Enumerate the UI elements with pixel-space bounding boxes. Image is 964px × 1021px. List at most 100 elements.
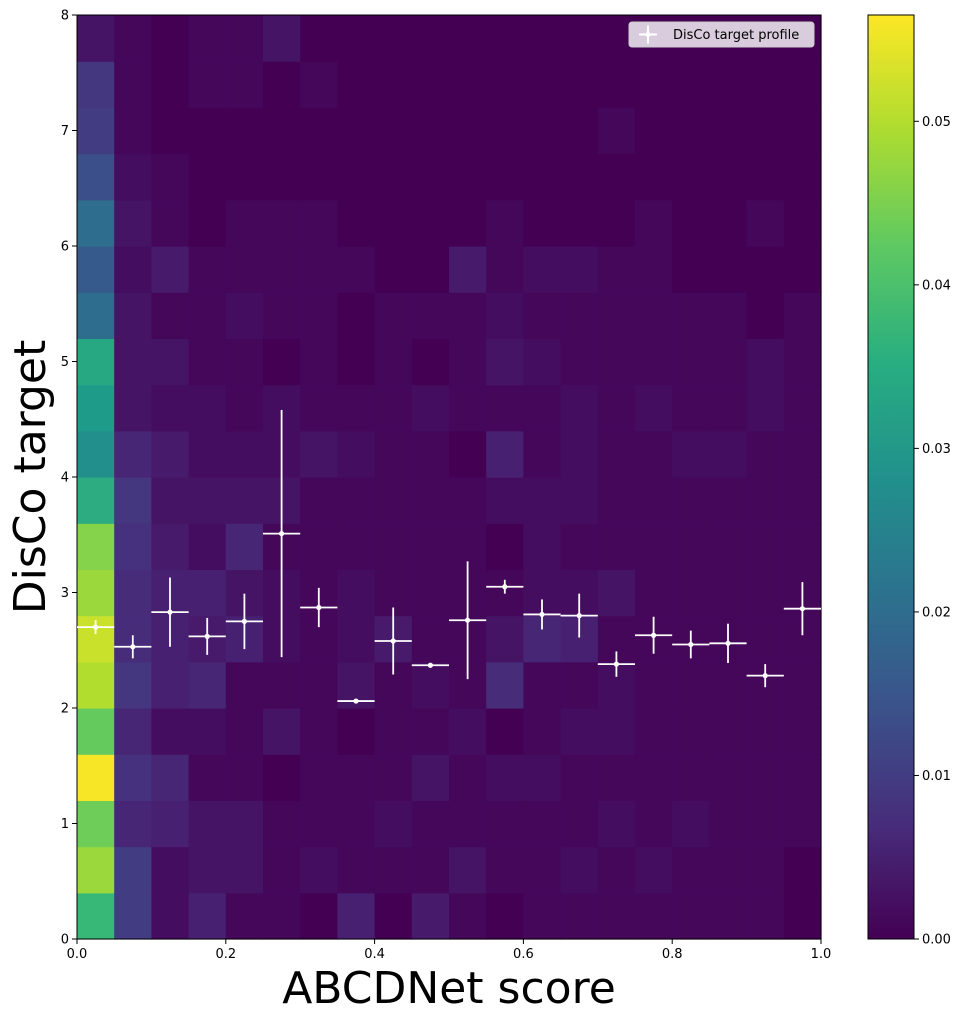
- y-tick-label: 1: [61, 817, 69, 832]
- heatmap-cell: [300, 800, 338, 848]
- heatmap-cell: [225, 800, 264, 848]
- heatmap-cell: [411, 569, 450, 617]
- profile-point: [762, 673, 768, 679]
- profile-point: [353, 698, 359, 704]
- heatmap-cell: [300, 661, 338, 709]
- heatmap-cell: [783, 800, 822, 848]
- heatmap-cell: [374, 477, 413, 524]
- heatmap-cell: [114, 846, 152, 894]
- x-tick-label: 1.0: [811, 947, 832, 962]
- heatmap-cell: [114, 892, 152, 940]
- heatmap-cell: [709, 708, 748, 755]
- heatmap-cell: [635, 153, 673, 201]
- heatmap-cell: [523, 892, 562, 940]
- heatmap-cell: [523, 61, 562, 108]
- heatmap-cell: [449, 708, 487, 755]
- heatmap-cell: [263, 107, 301, 155]
- heatmap-cell: [300, 384, 338, 432]
- heatmap-cell: [411, 15, 450, 62]
- heatmap-cell: [560, 292, 599, 339]
- heatmap-cell: [486, 754, 524, 801]
- colorbar-frame: [867, 14, 915, 940]
- profile-point: [799, 606, 806, 612]
- legend-marker-dot: [645, 32, 651, 37]
- heatmap-cell: [188, 708, 227, 755]
- heatmap-cell: [337, 384, 376, 432]
- heatmap-cell: [635, 661, 673, 709]
- heatmap-cell: [635, 800, 673, 848]
- heatmap-cell: [597, 892, 636, 940]
- heatmap-cell: [411, 708, 450, 755]
- heatmap-cell: [523, 15, 562, 62]
- heatmap-cell: [188, 892, 227, 940]
- heatmap-cell: [77, 569, 115, 617]
- heatmap-cell: [374, 61, 413, 108]
- profile-point: [465, 617, 471, 623]
- heatmap-cell: [337, 246, 376, 293]
- colorbar-tick-label: 0.00: [922, 933, 951, 948]
- heatmap-cell: [263, 846, 301, 894]
- heatmap-cell: [411, 615, 450, 663]
- heatmap-cell: [300, 892, 338, 940]
- heatmap-cell: [337, 153, 376, 201]
- y-axis-label: DisCo target: [5, 340, 56, 614]
- heatmap-cell: [337, 338, 376, 386]
- heatmap-cell: [411, 661, 450, 709]
- heatmap-cell: [225, 107, 264, 155]
- heatmap-cell: [337, 199, 376, 247]
- y-tick-label: 4: [61, 471, 69, 486]
- heatmap-cell: [449, 338, 487, 386]
- heatmap-cell: [374, 754, 413, 801]
- heatmap-cell: [77, 430, 115, 478]
- heatmap-cell: [225, 661, 264, 709]
- heatmap-cell: [709, 754, 748, 801]
- heatmap-cell: [411, 846, 450, 894]
- heatmap-cell: [709, 338, 748, 386]
- heatmap-cell: [486, 338, 524, 386]
- heatmap-cell: [672, 107, 710, 155]
- heatmap-cell: [560, 199, 599, 247]
- y-tick-label: 7: [61, 124, 69, 139]
- heatmap-cell: [114, 800, 152, 848]
- heatmap-cell: [486, 892, 524, 940]
- heatmap-cell: [709, 246, 748, 293]
- heatmap-cell: [597, 477, 636, 524]
- heatmap-cell: [523, 477, 562, 524]
- heatmap-cell: [374, 892, 413, 940]
- heatmap-cell: [225, 754, 264, 801]
- heatmap-cell: [597, 846, 636, 894]
- heatmap-cell: [449, 153, 487, 201]
- heatmap-cell: [672, 569, 710, 617]
- heatmap-cell: [151, 384, 190, 432]
- heatmap-cell: [635, 477, 673, 524]
- heatmap-cell: [151, 246, 190, 293]
- heatmap-cell: [783, 892, 822, 940]
- heatmap-cell: [709, 384, 748, 432]
- heatmap-cell: [151, 15, 190, 62]
- heatmap-cell: [151, 153, 190, 201]
- heatmap-cell: [560, 523, 599, 570]
- heatmap-cell: [411, 61, 450, 108]
- heatmap-cell: [188, 430, 227, 478]
- heatmap-cell: [783, 708, 822, 755]
- heatmap-cell: [151, 338, 190, 386]
- heatmap-cell: [672, 892, 710, 940]
- heatmap-cell: [449, 384, 487, 432]
- heatmap-cell: [709, 661, 748, 709]
- heatmap-cell: [225, 338, 264, 386]
- heatmap-cell: [672, 708, 710, 755]
- heatmap-cell: [672, 661, 710, 709]
- heatmap-cell: [77, 292, 115, 339]
- heatmap-cell: [523, 430, 562, 478]
- heatmap-cell: [300, 846, 338, 894]
- heatmap-cell: [188, 338, 227, 386]
- heatmap-cell: [597, 246, 636, 293]
- profile-point: [167, 609, 173, 615]
- profile-point: [502, 584, 508, 590]
- heatmap-cell: [300, 199, 338, 247]
- heatmap-cell: [411, 153, 450, 201]
- heatmap-cell: [486, 246, 524, 293]
- heatmap-cell: [300, 708, 338, 755]
- heatmap-cell: [597, 708, 636, 755]
- heatmap-cell: [597, 338, 636, 386]
